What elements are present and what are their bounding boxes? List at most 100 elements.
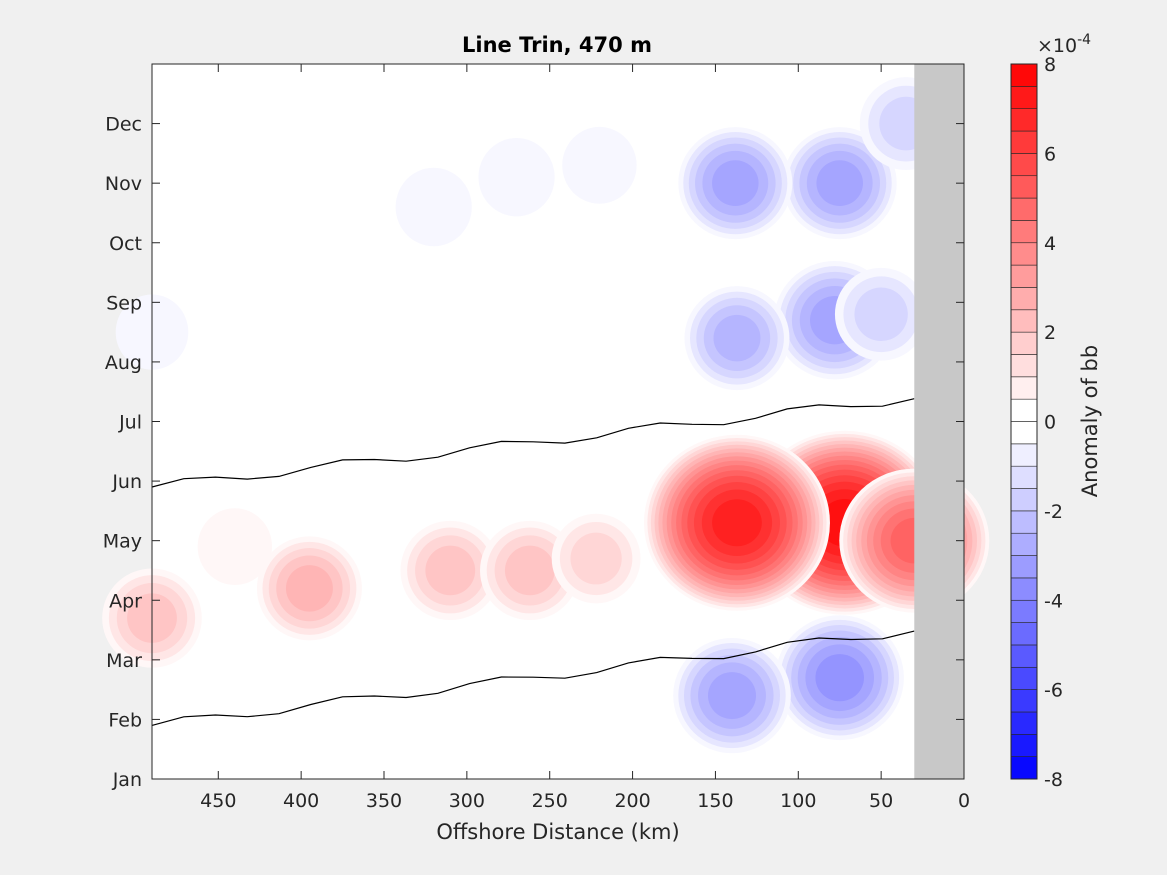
- colorbar-level: [1010, 376, 1038, 400]
- contour-feature-18: [395, 167, 472, 247]
- colorbar-tick-label: -4: [1044, 590, 1063, 612]
- zero-contour-lower: [151, 630, 915, 726]
- colorbar-level: [1010, 63, 1038, 87]
- colorbar-level: [1010, 577, 1038, 601]
- contour-feature-3: [256, 536, 362, 641]
- contour-feature-15: [834, 267, 928, 361]
- contour-feature-14: [678, 127, 793, 240]
- colorbar-level: [1010, 488, 1038, 512]
- colorbar-label: Anomaly of bb: [1078, 345, 1102, 497]
- y-axis: Jan Feb Mar Apr May Jun Jul Aug Sep Oct Nov Dec: [103, 114, 964, 791]
- colorbar-level: [1010, 130, 1038, 154]
- y-tick-label: Nov: [105, 173, 142, 195]
- colorbar-level: [1010, 398, 1038, 422]
- contour-feature-12: [684, 286, 790, 391]
- colorbar-tick-label: 8: [1044, 54, 1056, 76]
- x-tick-label: 150: [697, 790, 733, 812]
- contour-level-7-3: [570, 532, 622, 585]
- colorbar-level: [1010, 689, 1038, 713]
- contour-level-18-1: [395, 167, 472, 247]
- y-tick-label: Aug: [105, 352, 142, 374]
- colorbar-level: [1010, 197, 1038, 221]
- y-tick-label: Jun: [111, 471, 142, 493]
- y-tick-label: Apr: [109, 590, 142, 612]
- contour-level-17-1: [478, 138, 555, 217]
- x-tick-label: 400: [283, 790, 319, 812]
- contour-level-5-4: [425, 545, 476, 596]
- colorbar-exponent: ×10-4: [1037, 32, 1091, 57]
- contour-feature-1: [643, 434, 830, 611]
- contour-level-1-14: [712, 499, 762, 547]
- colorbar-level: [1010, 220, 1038, 244]
- colorbar-level: [1010, 175, 1038, 199]
- colorbar-level: [1010, 644, 1038, 668]
- contour-level-15-3: [854, 287, 908, 342]
- colorbar-exponent-power: -4: [1077, 32, 1091, 48]
- contour-level-14-6: [712, 160, 759, 207]
- contour-level-3-5: [285, 565, 333, 612]
- contour-level-10-6: [707, 672, 757, 720]
- contour-feature-7: [551, 513, 641, 604]
- colorbar-level: [1010, 532, 1038, 556]
- x-tick-label: 100: [780, 790, 816, 812]
- x-tick-label: 200: [614, 790, 650, 812]
- colorbar-level: [1010, 287, 1038, 311]
- colorbar-level: [1010, 242, 1038, 266]
- contour-feature-10: [673, 637, 791, 754]
- zero-contour-lines: [151, 398, 915, 726]
- x-tick-label: 450: [200, 790, 236, 812]
- y-tick-label: May: [103, 531, 142, 553]
- contour-level-9-7: [815, 654, 864, 702]
- colorbar-level: [1010, 86, 1038, 109]
- colorbar-frame: [1010, 63, 1038, 780]
- contour-level-8-1: [197, 508, 273, 586]
- colorbar-level: [1010, 555, 1038, 579]
- colorbar-tick-label: -8: [1044, 769, 1063, 791]
- y-tick-label: Jan: [112, 769, 142, 791]
- y-tick-label: Mar: [106, 650, 142, 672]
- contour-feature-9: [775, 615, 904, 741]
- no-data-region: [914, 64, 964, 779]
- contour-feature-13: [782, 127, 897, 240]
- colorbar-blocks: [1010, 63, 1038, 780]
- colorbar-level: [1010, 264, 1038, 288]
- x-tick-label: 350: [366, 790, 402, 812]
- colorbar-level: [1010, 622, 1038, 646]
- contour-level-19-1: [562, 126, 637, 204]
- colorbar-tick-label: 6: [1044, 143, 1056, 165]
- colorbar-tick-label: -2: [1044, 501, 1063, 523]
- y-tick-label: Feb: [108, 709, 142, 731]
- zero-contour-upper: [151, 398, 915, 488]
- contour-fills: [102, 77, 990, 754]
- colorbar-level: [1010, 756, 1038, 780]
- colorbar-level: [1010, 599, 1038, 623]
- contour-feature-19: [562, 126, 637, 204]
- colorbar-level: [1010, 354, 1038, 378]
- colorbar-level: [1010, 510, 1038, 534]
- x-tick-label: 50: [869, 790, 893, 812]
- colorbar-level: [1010, 734, 1038, 757]
- colorbar-level: [1010, 309, 1038, 333]
- contour-feature-8: [197, 508, 273, 586]
- contour-level-6-4: [504, 545, 555, 596]
- y-tick-label: Sep: [106, 292, 142, 314]
- colorbar-level: [1010, 711, 1038, 735]
- colorbar-level: [1010, 108, 1038, 132]
- y-tick-label: Jul: [118, 412, 142, 434]
- x-axis: 450 400 350 300 250 200 150 100 50 0: [200, 64, 970, 812]
- colorbar-tick-label: 2: [1044, 322, 1056, 344]
- contour-feature-5: [400, 520, 501, 621]
- contour-feature-17: [478, 138, 555, 217]
- x-tick-label: 300: [449, 790, 485, 812]
- contour-level-12-5: [713, 314, 761, 362]
- contour-level-13-6: [816, 160, 863, 207]
- colorbar-level: [1010, 443, 1038, 467]
- colorbar-level: [1010, 465, 1038, 489]
- colorbar-exponent-base: ×10: [1037, 35, 1077, 57]
- x-tick-label: 250: [532, 790, 568, 812]
- colorbar-tick-label: -6: [1044, 680, 1063, 702]
- colorbar-level: [1010, 666, 1038, 690]
- colorbar-ticks: 8 6 4 2 0 -2 -4 -6 -8: [1044, 54, 1063, 791]
- y-tick-label: Dec: [105, 114, 142, 136]
